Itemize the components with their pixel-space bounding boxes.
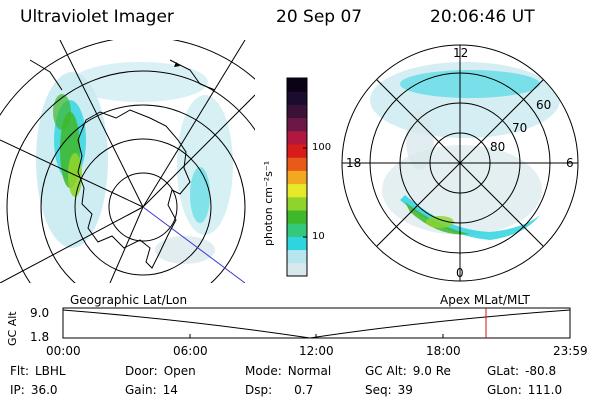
colorbar-segment <box>287 78 307 92</box>
mlt-label-12: 12 <box>453 46 469 60</box>
info-seq: Seq: 39 <box>365 383 413 397</box>
colorbar-segment <box>287 210 307 224</box>
altitude-x-ticks <box>62 334 571 338</box>
left-map-label: Geographic Lat/Lon <box>70 293 188 307</box>
coastline-west <box>29 59 63 91</box>
mlt-label-18: 18 <box>346 156 362 170</box>
colorbar-segment <box>287 117 307 132</box>
altitude-xtick-0600: 06:00 <box>173 344 208 358</box>
mlat-label-80: 80 <box>490 140 506 154</box>
altitude-plot <box>62 307 571 339</box>
mlt-label-0: 0 <box>456 266 464 280</box>
info-mode: Mode: Normal <box>245 364 332 378</box>
instrument-title: Ultraviolet Imager <box>20 7 174 27</box>
meridians <box>0 40 255 283</box>
info-dsp: Dsp: 0.7 <box>245 383 314 397</box>
continent-outline <box>77 109 191 269</box>
altitude-plot-frame <box>62 307 571 339</box>
colorbar-segment <box>287 91 307 105</box>
info-gain: Gain: 14 <box>125 383 178 397</box>
info-flt: Flt: LBHL <box>10 364 66 378</box>
colorbar-frame <box>286 77 308 277</box>
altitude-ylabel: GC Alt <box>6 311 19 346</box>
altitude-ytick-low: 1.8 <box>30 330 50 344</box>
altitude-ytick-high: 9.0 <box>30 306 50 320</box>
colorbar-segment <box>287 249 307 264</box>
colorbar <box>287 78 307 277</box>
colorbar-label-10: 10 <box>312 231 325 242</box>
colorbar-segment <box>287 130 307 145</box>
altitude-curve <box>62 309 571 339</box>
colorbar-segment <box>287 104 307 119</box>
colorbar-segment <box>287 236 307 251</box>
right-map-label: Apex MLat/MLT <box>440 293 530 307</box>
colorbar-segment <box>287 170 307 185</box>
island-marker <box>174 62 180 67</box>
aurora-emission-right <box>370 62 560 240</box>
mlat-label-60: 60 <box>536 98 552 112</box>
colorbar-segment <box>287 196 307 211</box>
info-gc-alt: GC Alt: 9.0 Re <box>365 364 451 378</box>
colorbar-unit-label: photon cm⁻²s⁻¹ <box>262 160 275 246</box>
altitude-xtick-1200: 12:00 <box>299 344 334 358</box>
latitude-circles <box>0 40 255 283</box>
mlt-meridians <box>342 45 578 281</box>
colorbar-segment <box>287 183 307 198</box>
info-glon: GLon: 111.0 <box>487 383 563 397</box>
mlat-circles <box>341 44 579 282</box>
altitude-xtick-2359: 23:59 <box>553 344 588 358</box>
colorbar-segment <box>287 262 307 277</box>
colorbar-segment <box>287 223 307 237</box>
date-label: 20 Sep 07 <box>276 7 363 27</box>
info-door: Door: Open <box>125 364 196 378</box>
colorbar-segment <box>287 157 307 171</box>
mlat-label-70: 70 <box>512 121 528 135</box>
aurora-emission-left <box>36 62 233 264</box>
altitude-xtick-1800: 18:00 <box>426 344 461 358</box>
time-label: 20:06:46 UT <box>430 7 535 27</box>
apex-map <box>341 44 579 282</box>
geographic-map <box>0 40 255 283</box>
altitude-xtick-0000: 00:00 <box>46 344 81 358</box>
mlt-label-6: 6 <box>566 156 574 170</box>
info-glat: GLat: -80.8 <box>487 364 557 378</box>
current-meridian <box>142 206 246 283</box>
colorbar-label-100: 100 <box>312 142 332 153</box>
info-ip: IP: 36.0 <box>10 383 58 397</box>
coastline-north <box>169 59 216 91</box>
colorbar-segment <box>287 144 307 158</box>
